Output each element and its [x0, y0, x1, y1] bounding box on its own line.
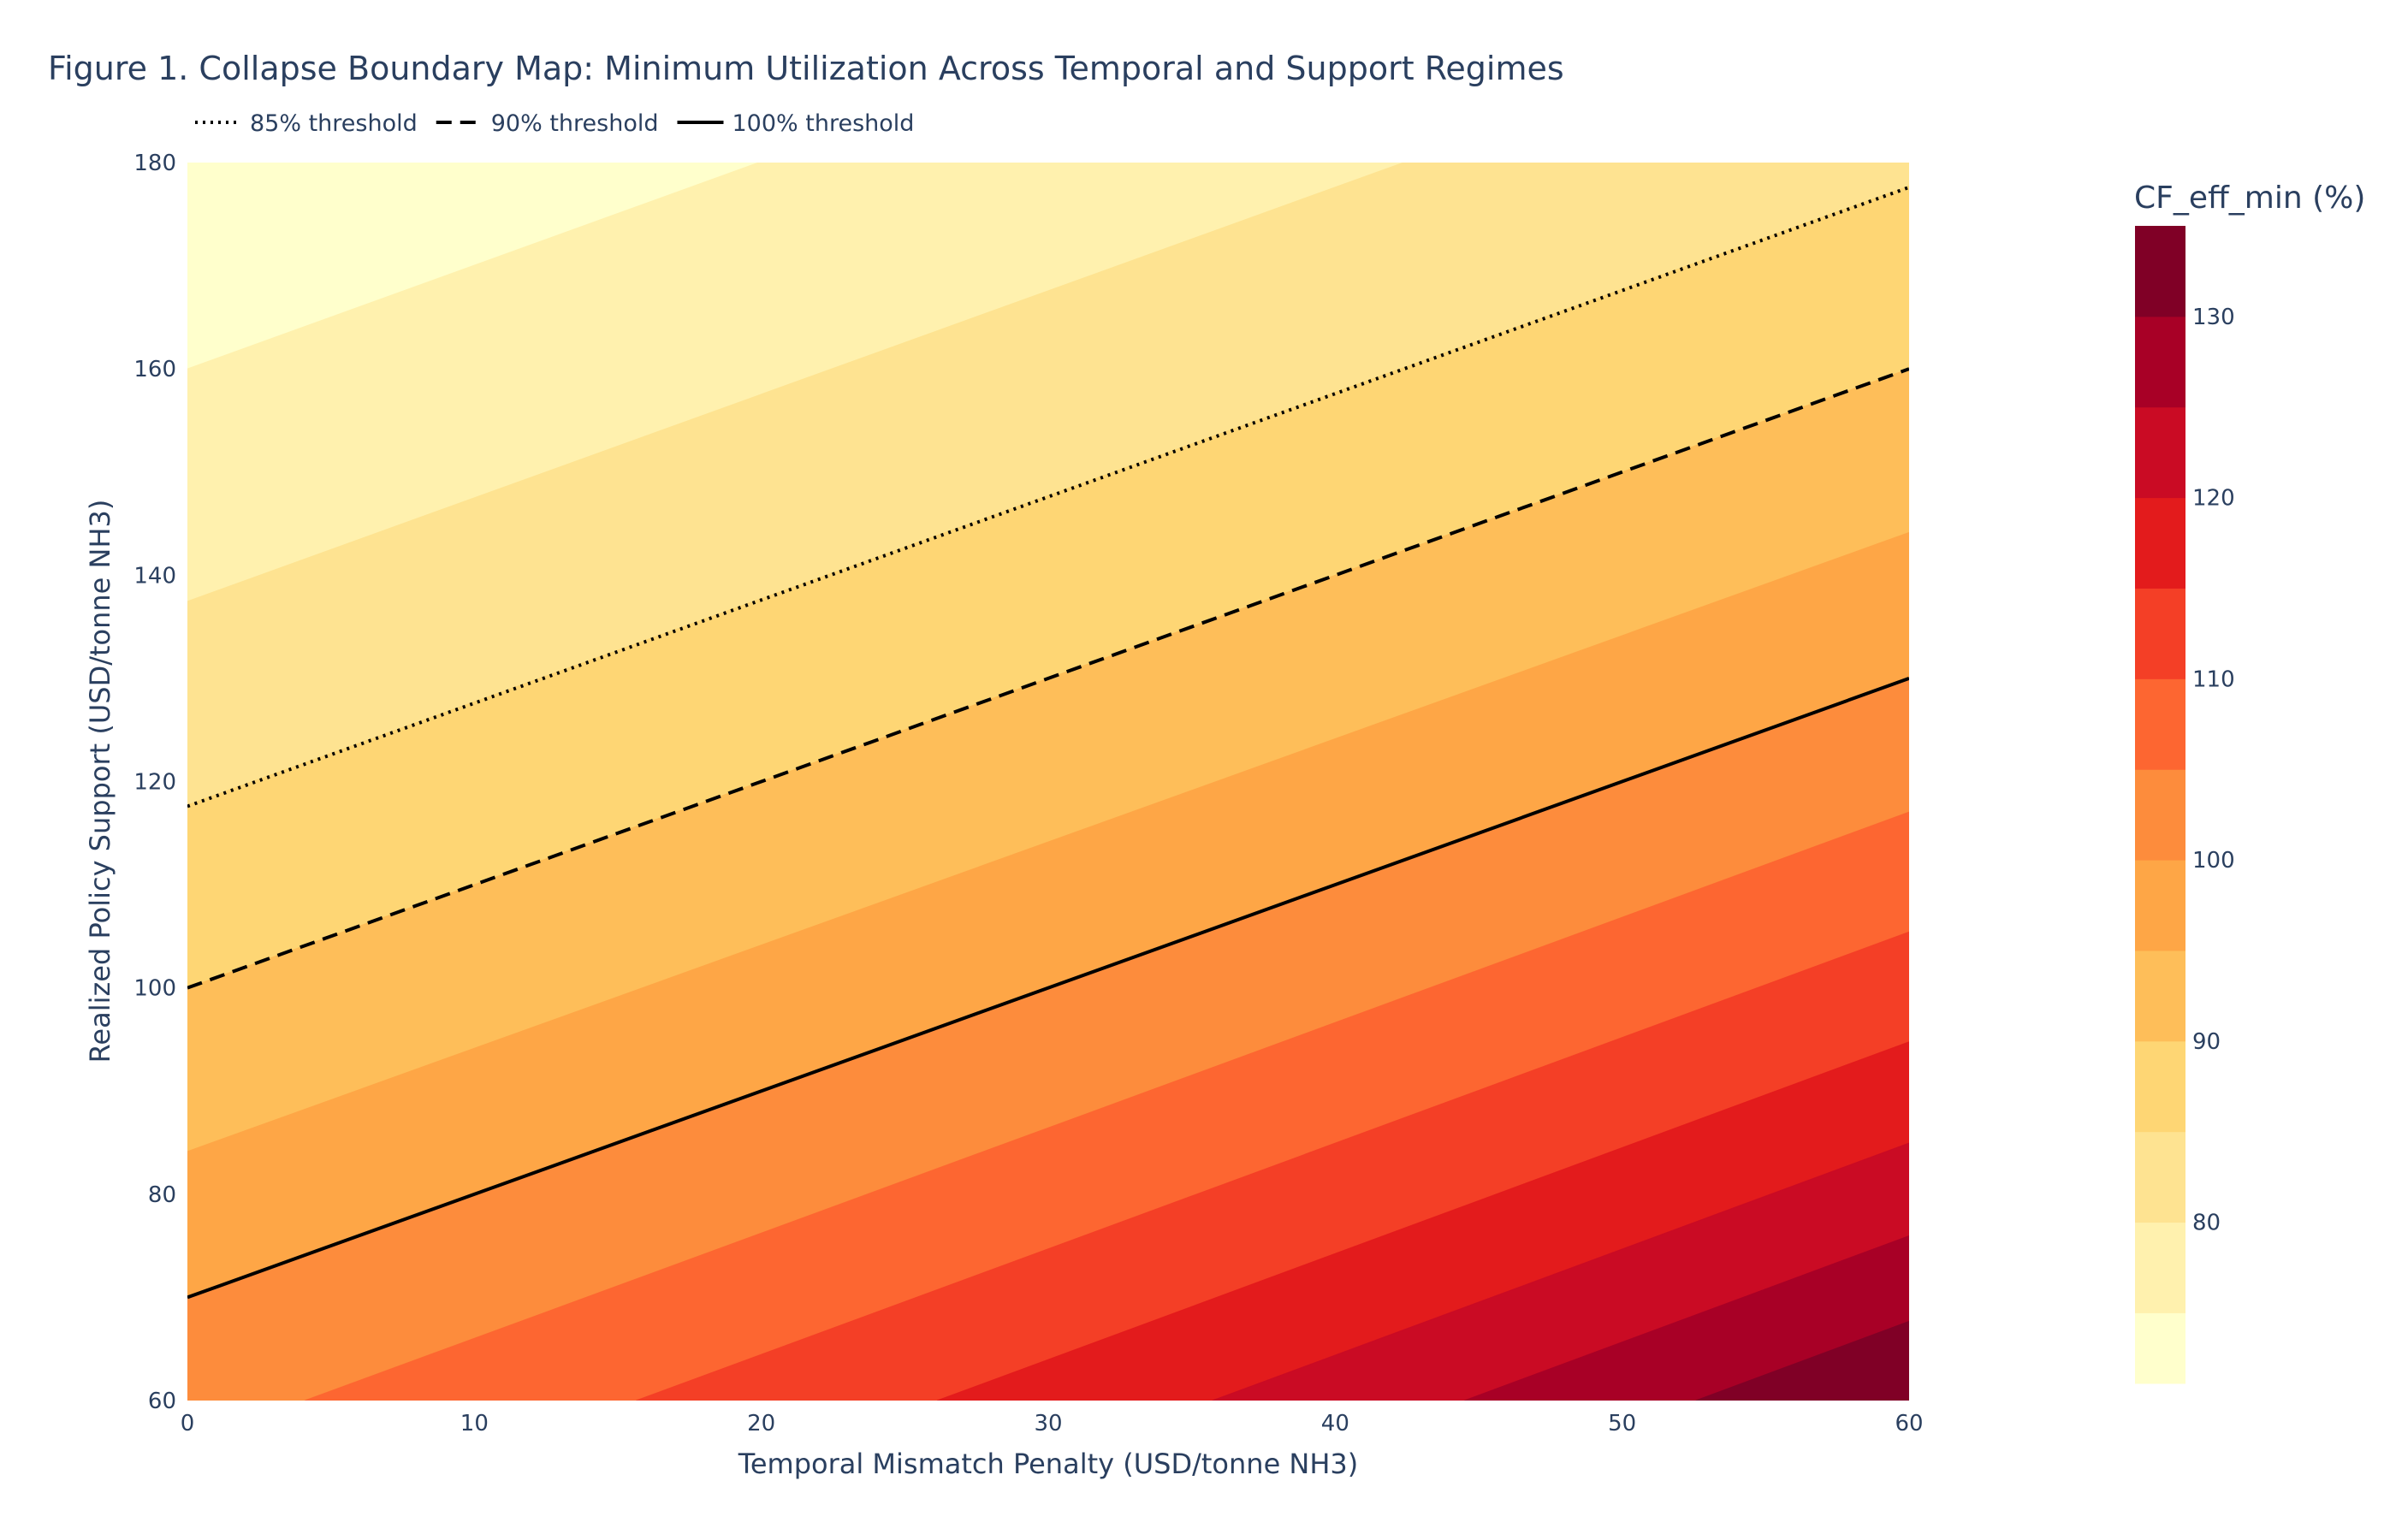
- x-tick-label: 60: [1895, 1411, 1923, 1436]
- colorbar-band: [2135, 316, 2185, 408]
- contour-band: [636, 931, 1909, 1401]
- colorbar-band: [2135, 1312, 2185, 1384]
- colorbar-band: [2135, 769, 2185, 861]
- legend[interactable]: 85% threshold 90% threshold 100% threshold: [195, 110, 914, 137]
- contour-band: [187, 678, 1909, 1401]
- x-tick-label: 20: [747, 1411, 775, 1436]
- colorbar: 80 90 100 110 120 130: [2135, 226, 2235, 1384]
- x-tick-label: 10: [460, 1411, 489, 1436]
- y-tick-label: 100: [133, 976, 176, 1002]
- legend-label: 85% threshold: [250, 110, 418, 137]
- contour-band: [187, 185, 1909, 989]
- colorbar-band: [2135, 497, 2185, 589]
- colorbar-tick-label: 130: [2192, 305, 2235, 330]
- x-axis-title: Temporal Mismatch Penalty (USD/tonne NH3…: [738, 1448, 1359, 1480]
- contour-band: [1212, 1142, 1909, 1401]
- contour-band: [1695, 1320, 1909, 1401]
- colorbar-band: [2135, 1222, 2185, 1313]
- contour-band: [187, 368, 1909, 1152]
- contour-band: [937, 1041, 1909, 1401]
- colorbar-band: [2135, 678, 2185, 770]
- y-tick-label: 60: [148, 1389, 176, 1414]
- colorbar-title: CF_eff_min (%): [2134, 181, 2365, 216]
- x-tick-label: 40: [1321, 1411, 1349, 1436]
- x-tick-label: 50: [1608, 1411, 1636, 1436]
- colorbar-band: [2135, 226, 2185, 317]
- contour-bands: [187, 163, 1909, 1401]
- y-axis-ticks: 60 80 100 120 140 160 180: [133, 151, 176, 1414]
- contour-band: [187, 163, 1909, 806]
- y-tick-label: 160: [133, 357, 176, 382]
- colorbar-tick-label: 110: [2192, 666, 2235, 692]
- y-tick-label: 80: [148, 1182, 176, 1208]
- colorbar-band: [2135, 1040, 2185, 1133]
- colorbar-band: [2135, 950, 2185, 1042]
- colorbar-tick-label: 90: [2192, 1029, 2221, 1055]
- legend-label: 100% threshold: [732, 110, 915, 137]
- y-axis-title: Realized Policy Support (USD/tonne NH3): [84, 500, 116, 1063]
- colorbar-tick-label: 80: [2192, 1211, 2221, 1236]
- threshold-line: [187, 367, 1909, 990]
- threshold-lines: [187, 186, 1909, 1300]
- legend-item[interactable]: 85% threshold: [195, 110, 418, 137]
- colorbar-band: [2135, 406, 2185, 499]
- contour-band: [187, 531, 1909, 1300]
- colorbar-band: [2135, 1131, 2185, 1223]
- contour-band: [305, 811, 1909, 1401]
- legend-item[interactable]: 90% threshold: [436, 110, 659, 137]
- threshold-line: [187, 677, 1909, 1300]
- y-tick-label: 120: [133, 770, 176, 796]
- chart-title: Figure 1. Collapse Boundary Map: Minimum…: [48, 50, 1564, 87]
- colorbar-tick-label: 100: [2192, 848, 2235, 874]
- colorbar-band: [2135, 588, 2185, 679]
- y-tick-label: 140: [133, 563, 176, 589]
- y-tick-label: 180: [133, 151, 176, 176]
- colorbar-tick-label: 120: [2192, 486, 2235, 512]
- x-tick-label: 30: [1034, 1411, 1062, 1436]
- contour-band: [1464, 1235, 1909, 1401]
- colorbar-band: [2135, 860, 2185, 951]
- x-axis-ticks: 0 10 20 30 40 50 60: [181, 1411, 1924, 1436]
- legend-item[interactable]: 100% threshold: [677, 110, 915, 137]
- legend-label: 90% threshold: [491, 110, 659, 137]
- x-tick-label: 0: [181, 1411, 195, 1436]
